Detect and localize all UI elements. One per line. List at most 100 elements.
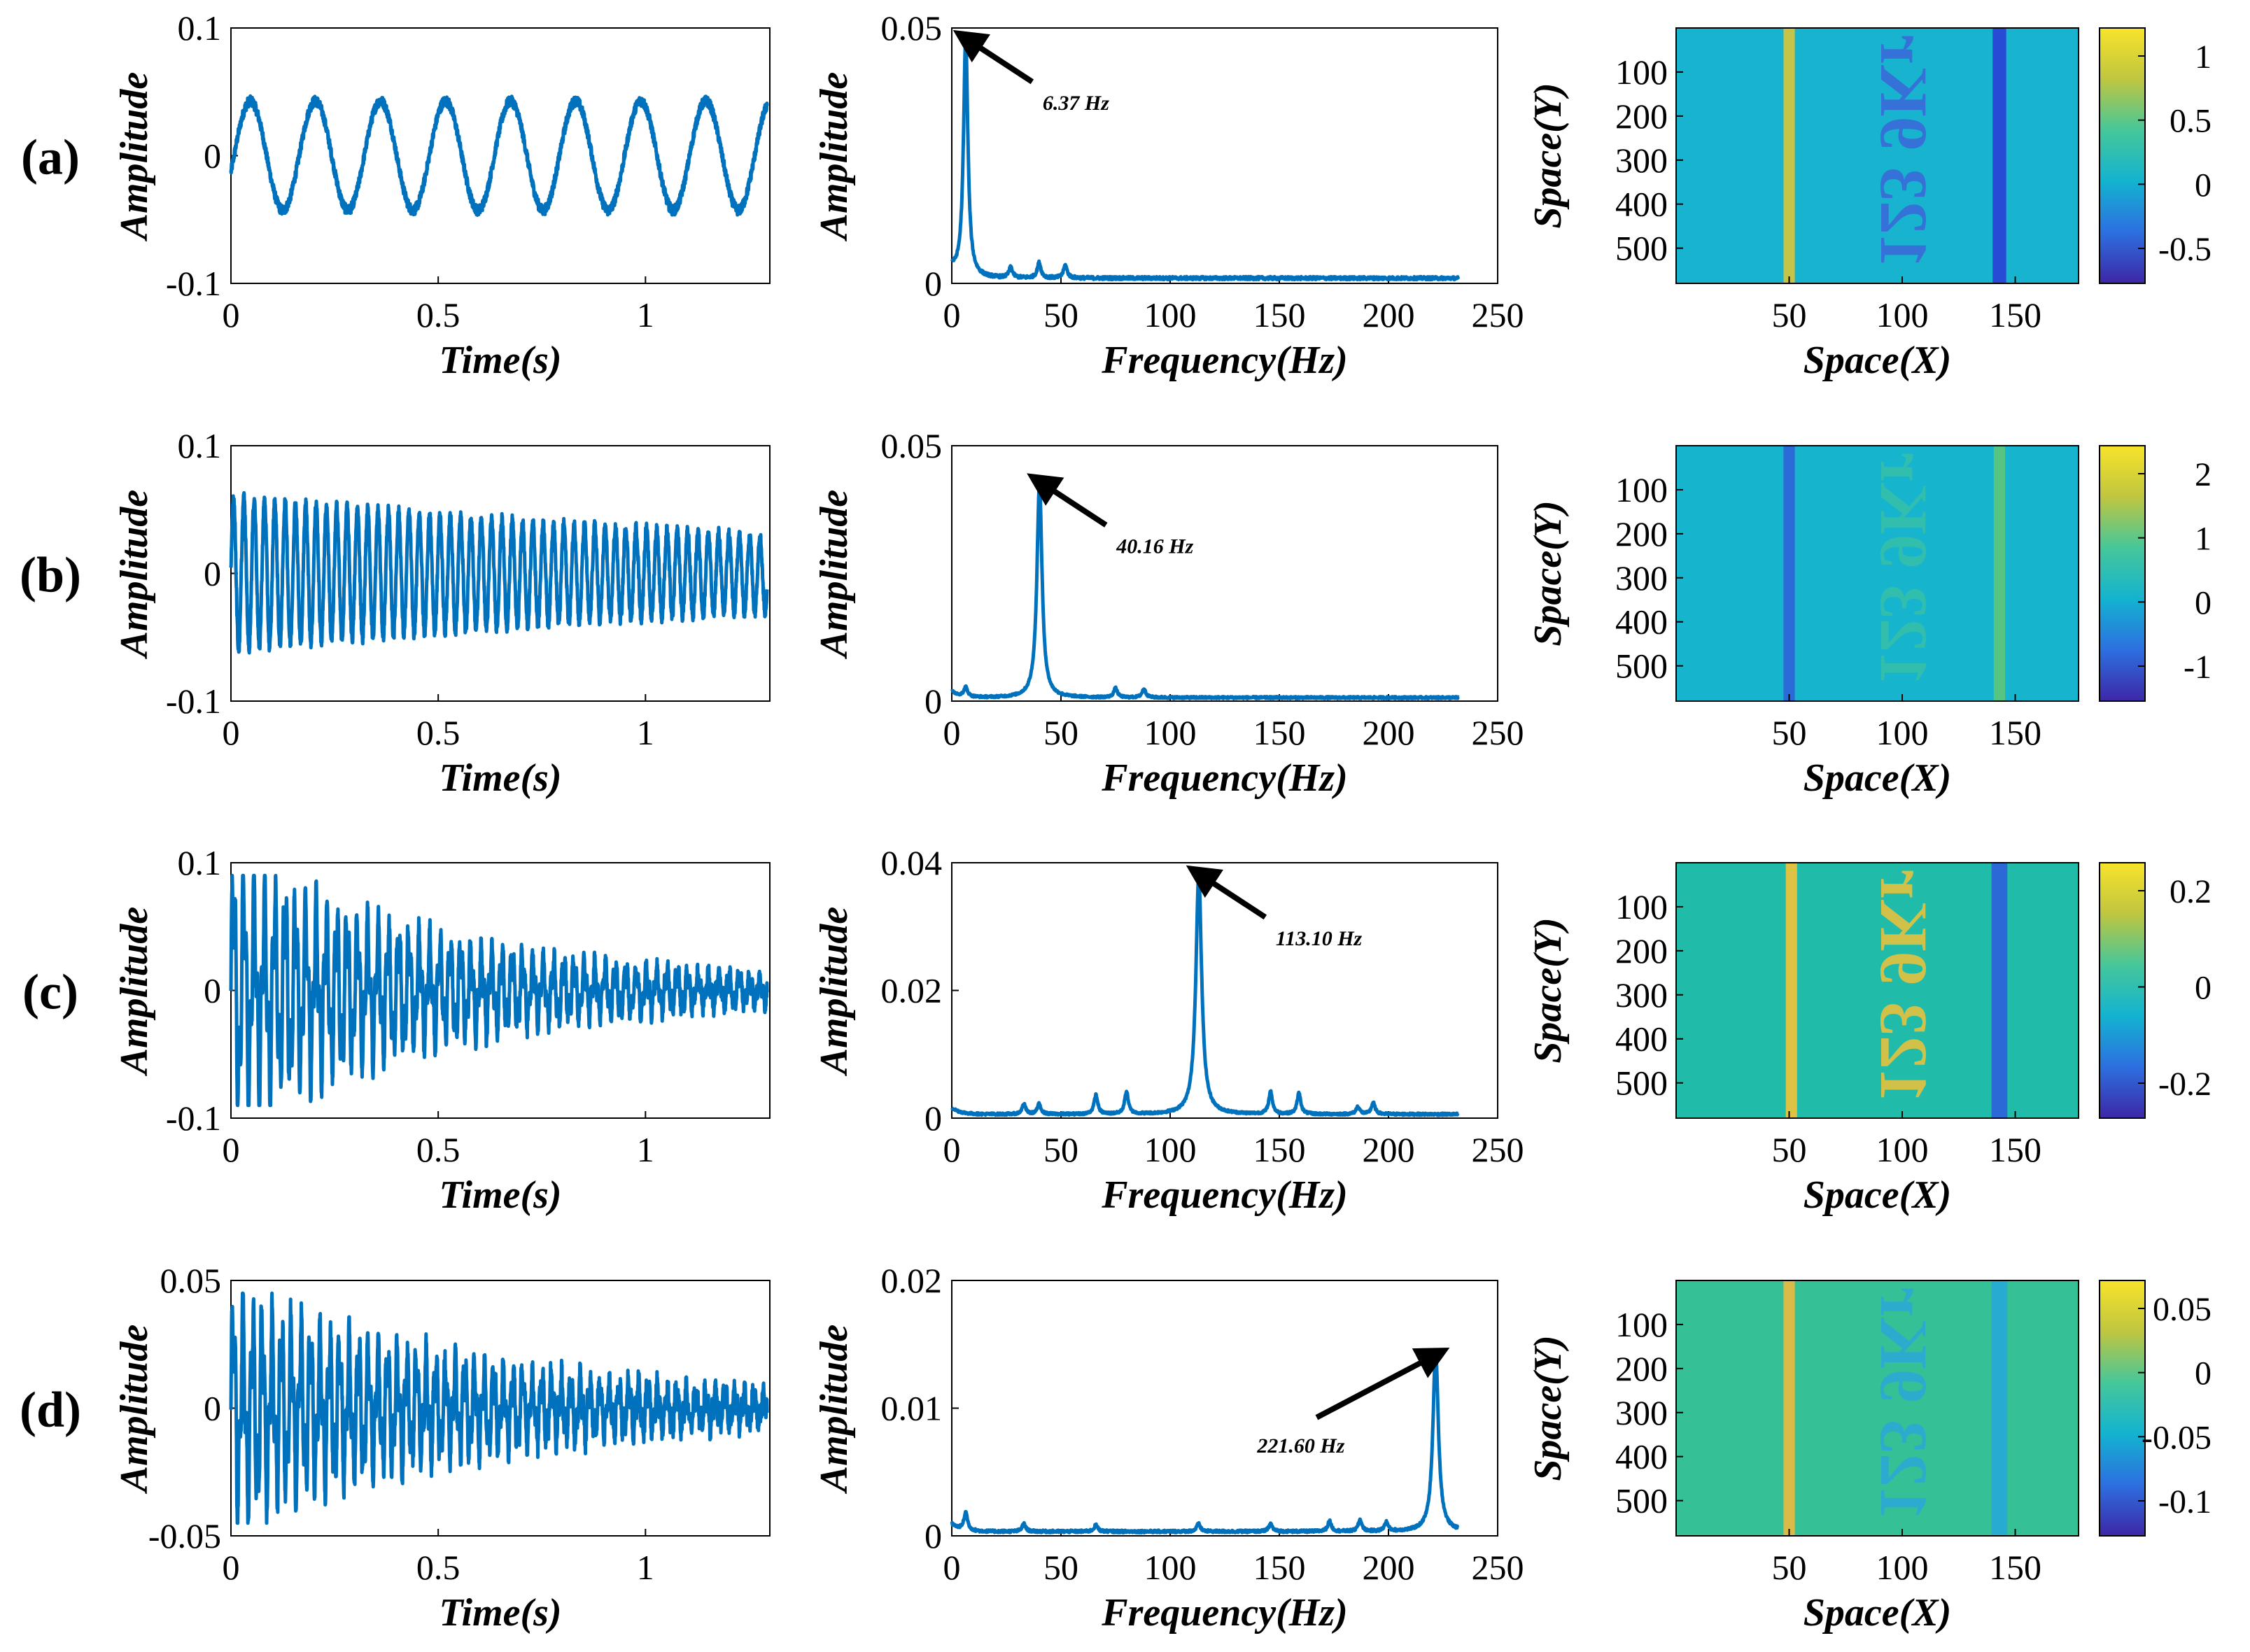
y-tick-label: 300 bbox=[1615, 141, 1668, 180]
colorbar-tick-label: 0 bbox=[2195, 1355, 2212, 1392]
y-tick-label: 200 bbox=[1615, 1349, 1668, 1388]
y-tick-label: 100 bbox=[1615, 52, 1668, 92]
y-tick-label: 0 bbox=[204, 136, 221, 176]
x-tick-label: 50 bbox=[1772, 1130, 1807, 1169]
x-axis-title: Frequency(Hz) bbox=[1101, 1173, 1348, 1217]
x-tick-label: 100 bbox=[1144, 1548, 1197, 1587]
mode-shape-panel: 123 9Kr 50 100 150 100 200 300 400 500 Space(X) Sp… bbox=[1526, 1280, 2212, 1635]
y-axis-title: Amplitude bbox=[813, 907, 856, 1077]
spectrum-panel: 0 50 100 150 200 250 0 0.02 0.04 Frequency(Hz) Amp… bbox=[813, 843, 1524, 1217]
x-tick-label: 100 bbox=[1876, 1548, 1929, 1587]
x-axis-title: Frequency(Hz) bbox=[1101, 1591, 1348, 1635]
y-tick-label: 400 bbox=[1615, 602, 1668, 642]
x-tick-label: 50 bbox=[1772, 1548, 1807, 1587]
y-tick-label: 200 bbox=[1615, 97, 1668, 136]
y-tick-label: 300 bbox=[1615, 975, 1668, 1015]
y-tick-label: 0.1 bbox=[178, 843, 222, 882]
spectrum-line bbox=[950, 873, 1460, 1117]
y-tick-label: 100 bbox=[1615, 470, 1668, 509]
x-tick-label: 0 bbox=[943, 295, 961, 334]
x-tick-label: 0 bbox=[223, 1548, 240, 1587]
y-tick-label: 0 bbox=[204, 971, 221, 1010]
y-tick-label: 0 bbox=[924, 264, 942, 303]
y-tick-label: 300 bbox=[1615, 1393, 1668, 1432]
mode-shape-band bbox=[1991, 863, 2008, 1118]
y-tick-label: 0.05 bbox=[881, 8, 943, 48]
x-tick-label: 0.5 bbox=[416, 295, 460, 334]
x-tick-label: 0 bbox=[943, 713, 961, 752]
y-tick-label: -0.1 bbox=[166, 1099, 221, 1138]
x-axis-title: Space(X) bbox=[1803, 1173, 1952, 1217]
x-tick-label: 200 bbox=[1363, 295, 1415, 334]
mode-shape-band bbox=[1993, 446, 2006, 701]
time-axes-box bbox=[230, 27, 771, 284]
colorbar bbox=[2099, 1280, 2146, 1537]
peak-annotation: 221.60 Hz bbox=[1256, 1434, 1344, 1457]
y-tick-label: 0.04 bbox=[881, 843, 943, 882]
mode-shape-band bbox=[1992, 28, 2006, 283]
x-tick-label: 100 bbox=[1876, 295, 1929, 334]
peak-annotation: 40.16 Hz bbox=[1116, 535, 1193, 558]
y-tick-label: 100 bbox=[1615, 887, 1668, 926]
colorbar-tick-label: 0.05 bbox=[2153, 1291, 2212, 1328]
spectrum-panel: 0 50 100 150 200 250 0 0.05 Frequency(Hz) Amplitu… bbox=[813, 8, 1524, 382]
y-axis-title: Space(Y) bbox=[1526, 1335, 1570, 1481]
y-tick-label: 200 bbox=[1615, 514, 1668, 553]
x-tick-label: 250 bbox=[1472, 295, 1524, 334]
y-tick-label: 500 bbox=[1615, 1481, 1668, 1520]
y-tick-label: 500 bbox=[1615, 229, 1668, 268]
x-tick-label: 150 bbox=[1253, 295, 1306, 334]
mode-axes-box bbox=[1675, 1280, 2079, 1537]
y-axis-title: Amplitude bbox=[113, 72, 156, 242]
mode-shape-band bbox=[1783, 28, 1795, 283]
x-tick-label: 100 bbox=[1144, 1130, 1197, 1169]
spectrum-axes-box bbox=[951, 862, 1498, 1119]
y-tick-label: 0 bbox=[924, 682, 942, 721]
x-axis-title: Space(X) bbox=[1803, 1591, 1952, 1635]
x-tick-label: 150 bbox=[1989, 713, 2041, 752]
y-tick-label: 300 bbox=[1615, 558, 1668, 598]
y-tick-label: 200 bbox=[1615, 931, 1668, 970]
x-tick-label: 250 bbox=[1472, 1130, 1524, 1169]
y-tick-label: 400 bbox=[1615, 185, 1668, 224]
y-axis-title: Amplitude bbox=[113, 907, 156, 1077]
mode-axes-box bbox=[1675, 27, 2079, 284]
x-tick-label: 1 bbox=[637, 713, 654, 752]
time-signal-line bbox=[229, 873, 769, 1108]
y-tick-label: 400 bbox=[1615, 1437, 1668, 1476]
x-tick-label: 50 bbox=[1043, 1548, 1078, 1587]
x-axis-title: Time(s) bbox=[439, 756, 561, 800]
mode-shape-band bbox=[1783, 446, 1795, 701]
mode-shape-text-pattern: 123 9Kr bbox=[1866, 1287, 1941, 1520]
mode-shape-band bbox=[1785, 863, 1797, 1118]
y-axis-title: Space(Y) bbox=[1526, 500, 1570, 646]
y-tick-label: -0.05 bbox=[148, 1516, 221, 1555]
x-axis-title: Frequency(Hz) bbox=[1101, 756, 1348, 800]
peak-annotation: 6.37 Hz bbox=[1043, 92, 1109, 115]
y-tick-label: -0.1 bbox=[166, 682, 221, 721]
y-tick-label: 500 bbox=[1615, 1064, 1668, 1103]
y-tick-label: 0.02 bbox=[881, 1261, 943, 1300]
y-tick-label: 0.05 bbox=[881, 426, 943, 465]
colorbar-tick-label: 0 bbox=[2195, 167, 2212, 204]
x-tick-label: 0 bbox=[223, 713, 240, 752]
colorbar-tick-label: -0.5 bbox=[2158, 231, 2212, 268]
colorbar-tick-label: 0 bbox=[2195, 970, 2212, 1007]
colorbar-tick-label: 0 bbox=[2195, 584, 2212, 621]
x-tick-label: 50 bbox=[1043, 1130, 1078, 1169]
x-tick-label: 200 bbox=[1363, 1548, 1415, 1587]
colorbar-tick-label: 0.2 bbox=[2170, 873, 2212, 910]
y-axis-title: Amplitude bbox=[113, 1325, 156, 1495]
x-tick-label: 150 bbox=[1253, 1130, 1306, 1169]
x-tick-label: 100 bbox=[1144, 295, 1197, 334]
x-tick-label: 150 bbox=[1989, 1548, 2041, 1587]
x-tick-label: 0.5 bbox=[416, 1130, 460, 1169]
x-tick-label: 0 bbox=[943, 1548, 961, 1587]
spectrum-line bbox=[950, 34, 1461, 282]
x-tick-label: 200 bbox=[1363, 713, 1415, 752]
x-tick-label: 0.5 bbox=[416, 713, 460, 752]
colorbar bbox=[2099, 862, 2146, 1119]
time-signal-line bbox=[229, 490, 769, 655]
colorbar-tick-label: -0.05 bbox=[2142, 1419, 2212, 1456]
